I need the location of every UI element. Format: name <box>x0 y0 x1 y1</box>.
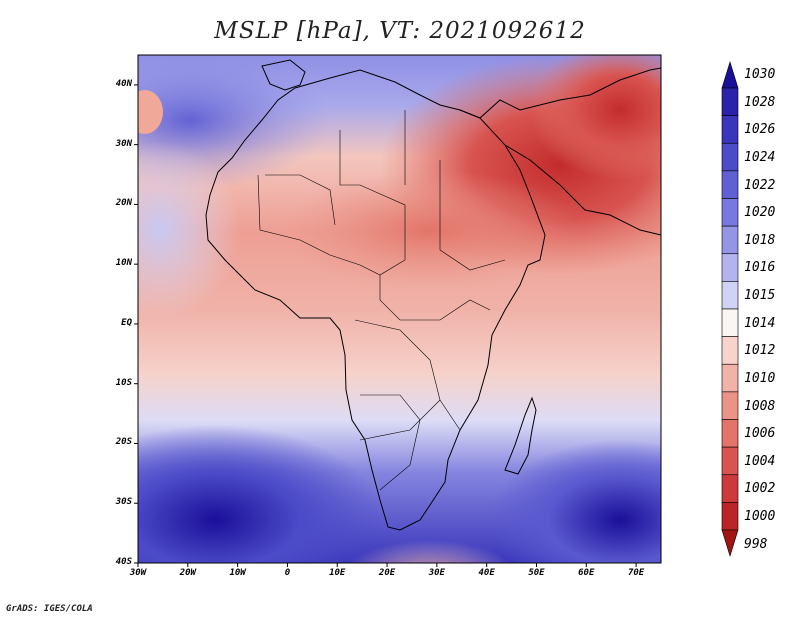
colorbar <box>721 60 739 558</box>
lon-tick-label: 50E <box>528 568 545 578</box>
colorbar-box <box>721 391 739 420</box>
colorbar-box <box>721 281 739 310</box>
lat-tick-label: 30N <box>115 138 132 149</box>
country-borders <box>257 110 506 491</box>
colorbar-box <box>721 253 739 282</box>
plot-frame <box>137 54 662 564</box>
colorbar-level-label: 1020 <box>744 205 776 221</box>
colorbar-level-label: 1026 <box>744 122 776 138</box>
colorbar-arrow-bottom <box>721 529 739 558</box>
colorbar-box <box>721 308 739 337</box>
colorbar-box <box>721 363 739 393</box>
coastlines <box>205 59 662 531</box>
pressure-field <box>138 55 661 563</box>
lon-tick-label: 40E <box>478 568 495 578</box>
lat-tick-label: 30S <box>115 497 132 508</box>
colorbar-level-label: 1000 <box>744 509 776 524</box>
lat-tick-label: 10S <box>115 377 132 388</box>
lon-tick-label: 20W <box>179 568 196 578</box>
colorbar-box <box>721 474 739 503</box>
colorbar-level-label: 1015 <box>744 288 776 303</box>
lon-tick-label: 0 <box>284 568 291 578</box>
colorbar-level-label: 998 <box>744 536 768 552</box>
colorbar-level-label: 1012 <box>744 343 776 359</box>
colorbar-box <box>721 446 739 476</box>
lon-tick-label: 30E <box>428 568 445 578</box>
colorbar-box <box>721 142 739 172</box>
software-credit: GrADS: IGES/COLA <box>6 604 93 614</box>
lat-tick-label: 40S <box>115 557 132 567</box>
colorbar-level-label: 1022 <box>744 177 776 193</box>
colorbar-box <box>721 198 739 227</box>
lon-tick-label: 20E <box>378 568 396 578</box>
lat-tick-label: 20N <box>115 198 132 209</box>
lat-tick-label: EQ <box>121 317 132 328</box>
lat-tick-label: 20S <box>115 437 132 448</box>
colorbar-box <box>721 115 739 144</box>
colorbar-level-label: 1006 <box>744 426 776 442</box>
lon-tick-label: 60E <box>578 568 595 578</box>
colorbar-box <box>721 225 739 255</box>
lon-tick-label: 70E <box>627 568 645 578</box>
colorbar-level-label: 1016 <box>744 260 776 276</box>
colorbar-level-label: 1014 <box>744 315 776 331</box>
colorbar-level-label: 1030 <box>744 67 776 82</box>
colorbar-level-label: 1008 <box>744 398 776 414</box>
colorbar-box <box>721 502 739 531</box>
lon-tick-label: 10W <box>229 568 246 578</box>
colorbar-level-label: 1028 <box>744 94 776 110</box>
map-title: MSLP [hPa], VT: 2021092612 <box>214 18 586 44</box>
colorbar-level-label: 1018 <box>744 232 776 248</box>
colorbar-level-label: 1002 <box>744 481 776 497</box>
lon-tick-label: 10E <box>329 568 346 578</box>
colorbar-arrow-top <box>721 60 739 89</box>
colorbar-level-label: 1004 <box>744 453 776 469</box>
colorbar-box <box>721 170 739 199</box>
lat-tick-label: 10N <box>115 258 132 269</box>
colorbar-box <box>721 419 739 448</box>
colorbar-box <box>721 87 739 116</box>
colorbar-level-label: 1010 <box>744 370 776 386</box>
lat-tick-label: 40N <box>115 78 132 89</box>
colorbar-level-label: 1024 <box>744 149 776 165</box>
lon-tick-label: 30W <box>129 568 147 578</box>
colorbar-box <box>721 336 739 365</box>
